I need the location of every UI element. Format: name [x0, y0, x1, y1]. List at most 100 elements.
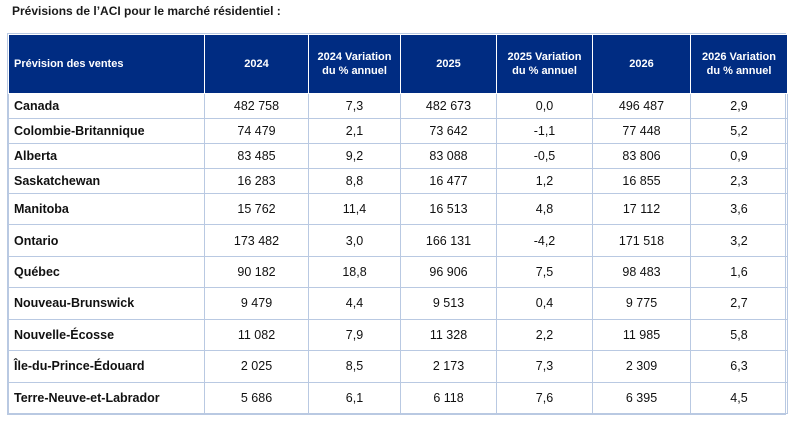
cell-change-2026: 1,6 — [690, 255, 788, 289]
cell-sales-2025: 73 642 — [400, 118, 497, 144]
cell-change-2026: 5,2 — [690, 118, 788, 144]
cell-sales-2026: 83 806 — [592, 143, 691, 169]
cell-change-2024: 8,8 — [308, 168, 401, 194]
cell-sales-2024: 11 082 — [204, 318, 309, 352]
table-row: Saskatchewan 16 283 8,8 16 477 1,2 16 855 2,3 — [8, 168, 788, 194]
cell-change-2025: -1,1 — [496, 118, 593, 144]
cell-change-2026: 3,2 — [690, 224, 788, 257]
cell-sales-2025: 2 173 — [400, 350, 497, 383]
cell-change-2025: 7,5 — [496, 255, 593, 289]
cell-region: Québec — [8, 255, 205, 289]
cell-sales-2024: 90 182 — [204, 255, 309, 289]
cell-sales-2024: 2 025 — [204, 350, 309, 383]
cell-sales-2024: 5 686 — [204, 381, 309, 415]
cell-change-2024: 2,1 — [308, 118, 401, 144]
cell-change-2026: 2,9 — [690, 93, 788, 119]
cell-sales-2024: 16 283 — [204, 168, 309, 194]
table-row: Canada 482 758 7,3 482 673 0,0 496 487 2,9 — [8, 93, 788, 119]
cell-sales-2024: 74 479 — [204, 118, 309, 144]
table-row: Île-du-Prince-Édouard 2 025 8,5 2 173 7,3 2 3… — [8, 350, 788, 383]
cell-region: Nouvelle-Écosse — [8, 318, 205, 352]
forecast-table: Prévision des ventes 2024 2024 Variation… — [8, 34, 788, 415]
cell-change-2024: 18,8 — [308, 255, 401, 289]
cell-region: Terre-Neuve-et-Labrador — [8, 381, 205, 415]
cell-sales-2025: 16 513 — [400, 192, 497, 226]
cell-change-2026: 5,8 — [690, 318, 788, 352]
table-row: Ontario 173 482 3,0 166 131 -4,2 171 518 3,2 — [8, 224, 788, 257]
forecast-table-container: Prévision des ventes 2024 2024 Variation… — [7, 33, 788, 415]
cell-change-2026: 4,5 — [690, 381, 788, 415]
cell-sales-2026: 16 855 — [592, 168, 691, 194]
cell-change-2026: 0,9 — [690, 143, 788, 169]
table-row: Manitoba 15 762 11,4 16 513 4,8 17 112 3,6 — [8, 192, 788, 226]
table-row: Terre-Neuve-et-Labrador 5 686 6,1 6 118 7,6 6… — [8, 381, 788, 415]
cell-change-2025: 4,8 — [496, 192, 593, 226]
cell-sales-2024: 482 758 — [204, 93, 309, 119]
cell-sales-2026: 9 775 — [592, 287, 691, 320]
table-header-row: Prévision des ventes 2024 2024 Variation… — [8, 34, 788, 94]
table-row: Colombie-Britannique 74 479 2,1 73 642 -1,1 7… — [8, 118, 788, 144]
cell-change-2024: 4,4 — [308, 287, 401, 320]
cell-sales-2026: 2 309 — [592, 350, 691, 383]
cell-change-2026: 6,3 — [690, 350, 788, 383]
cell-change-2024: 7,9 — [308, 318, 401, 352]
cell-region: Manitoba — [8, 192, 205, 226]
cell-sales-2026: 77 448 — [592, 118, 691, 144]
cell-region: Nouveau-Brunswick — [8, 287, 205, 320]
table-row: Nouveau-Brunswick 9 479 4,4 9 513 0,4 9 775 2,… — [8, 287, 788, 320]
header-2025: 2025 — [400, 34, 497, 94]
cell-change-2026: 3,6 — [690, 192, 788, 226]
cell-region: Ontario — [8, 224, 205, 257]
cell-change-2024: 3,0 — [308, 224, 401, 257]
header-2025-change: 2025 Variation du % annuel — [496, 34, 593, 94]
cell-region: Île-du-Prince-Édouard — [8, 350, 205, 383]
cell-sales-2025: 83 088 — [400, 143, 497, 169]
table-row: Québec 90 182 18,8 96 906 7,5 98 483 1,6 — [8, 255, 788, 289]
cell-sales-2025: 96 906 — [400, 255, 497, 289]
cell-sales-2026: 98 483 — [592, 255, 691, 289]
cell-change-2025: 7,6 — [496, 381, 593, 415]
cell-change-2025: 2,2 — [496, 318, 593, 352]
cell-change-2025: -0,5 — [496, 143, 593, 169]
table-row: Nouvelle-Écosse 11 082 7,9 11 328 2,2 11 985 5… — [8, 318, 788, 352]
cell-change-2024: 9,2 — [308, 143, 401, 169]
cell-region: Saskatchewan — [8, 168, 205, 194]
cell-change-2025: 0,4 — [496, 287, 593, 320]
cell-change-2025: 1,2 — [496, 168, 593, 194]
table-caption: Prévisions de l’ACI pour le marché résid… — [12, 4, 281, 18]
cell-sales-2024: 9 479 — [204, 287, 309, 320]
cell-sales-2025: 482 673 — [400, 93, 497, 119]
cell-sales-2025: 166 131 — [400, 224, 497, 257]
cell-sales-2026: 171 518 — [592, 224, 691, 257]
header-2024: 2024 — [204, 34, 309, 94]
cell-change-2025: 7,3 — [496, 350, 593, 383]
header-region: Prévision des ventes — [8, 34, 205, 94]
cell-change-2024: 6,1 — [308, 381, 401, 415]
header-2026-change: 2026 Variation du % annuel — [690, 34, 788, 94]
cell-region: Canada — [8, 93, 205, 119]
cell-change-2026: 2,7 — [690, 287, 788, 320]
cell-sales-2026: 496 487 — [592, 93, 691, 119]
cell-change-2024: 8,5 — [308, 350, 401, 383]
cell-change-2024: 11,4 — [308, 192, 401, 226]
cell-sales-2026: 11 985 — [592, 318, 691, 352]
table-body: Canada 482 758 7,3 482 673 0,0 496 487 2,9 Colo… — [8, 93, 788, 415]
cell-change-2024: 7,3 — [308, 93, 401, 119]
cell-sales-2025: 9 513 — [400, 287, 497, 320]
cell-sales-2024: 173 482 — [204, 224, 309, 257]
cell-sales-2026: 6 395 — [592, 381, 691, 415]
cell-sales-2025: 6 118 — [400, 381, 497, 415]
cell-change-2025: 0,0 — [496, 93, 593, 119]
header-2026: 2026 — [592, 34, 691, 94]
cell-region: Alberta — [8, 143, 205, 169]
cell-change-2026: 2,3 — [690, 168, 788, 194]
cell-sales-2024: 15 762 — [204, 192, 309, 226]
cell-sales-2025: 16 477 — [400, 168, 497, 194]
cell-sales-2025: 11 328 — [400, 318, 497, 352]
cell-sales-2026: 17 112 — [592, 192, 691, 226]
cell-region: Colombie-Britannique — [8, 118, 205, 144]
cell-change-2025: -4,2 — [496, 224, 593, 257]
cell-sales-2024: 83 485 — [204, 143, 309, 169]
table-row: Alberta 83 485 9,2 83 088 -0,5 83 806 0,9 — [8, 143, 788, 169]
header-2024-change: 2024 Variation du % annuel — [308, 34, 401, 94]
